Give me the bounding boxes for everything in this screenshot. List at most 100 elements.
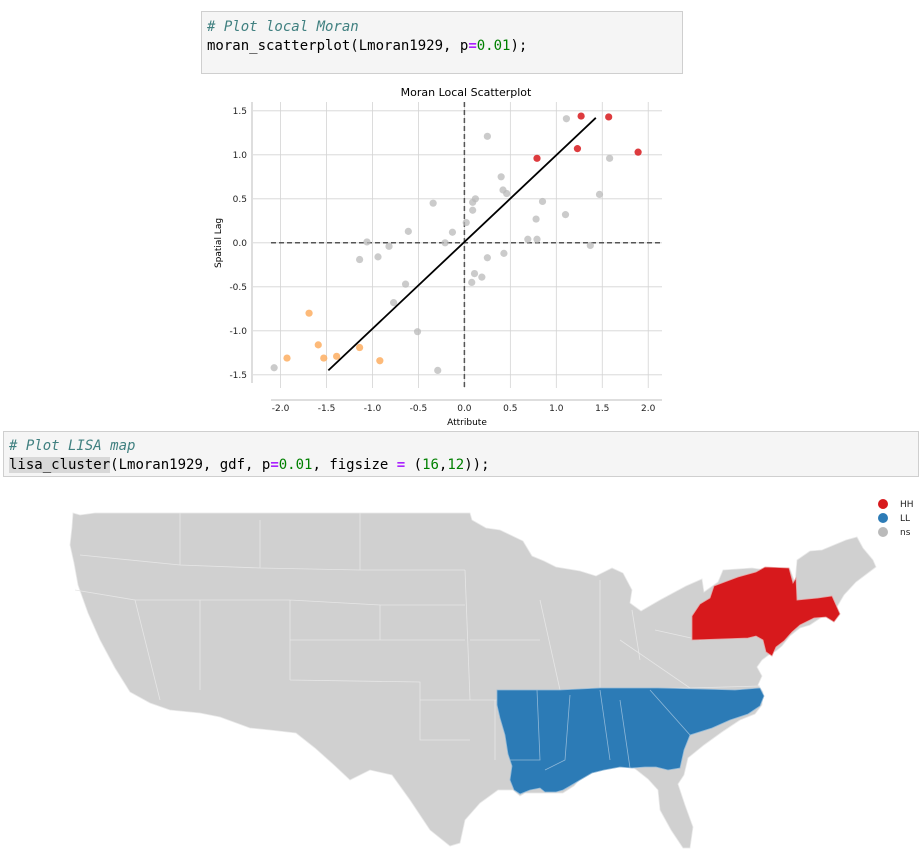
map-land — [69, 512, 877, 849]
code-args: ( — [405, 457, 423, 473]
scatter-point-ns — [586, 241, 594, 250]
scatter-point-ns — [470, 270, 479, 278]
code-text-lisa[interactable]: # Plot LISA map lisa_cluster(Lmoran1929,… — [9, 437, 490, 475]
x-tick-label: -2.0 — [272, 404, 290, 414]
map-ll-borders — [510, 689, 691, 771]
scatter-point-ns — [483, 254, 491, 262]
x-tick-label: -1.0 — [364, 404, 382, 414]
scatter-point-ns — [462, 218, 470, 227]
code-operator: = — [270, 457, 279, 473]
legend-label-ns: ns — [900, 528, 911, 538]
scatter-point-ns — [374, 253, 382, 261]
x-tick-label: 1.0 — [549, 404, 564, 414]
x-tick-label: 1.5 — [595, 404, 609, 414]
scatter-point-ns — [404, 227, 412, 235]
code-number: 16 — [422, 457, 439, 473]
scatter-point-ns — [363, 238, 371, 246]
legend-marker-ll — [878, 513, 888, 523]
code-close: )); — [464, 457, 490, 473]
scatter-point-hl — [283, 354, 291, 362]
x-tick-label: -0.5 — [410, 404, 428, 414]
scatter-point-hh — [533, 154, 541, 162]
code-cell-lisa[interactable]: # Plot LISA map lisa_cluster(Lmoran1929,… — [3, 431, 919, 477]
scatter-point-ns — [483, 132, 491, 140]
regression-line — [327, 117, 597, 372]
y-tick-label: 1.5 — [233, 107, 247, 117]
map-hh-region — [691, 566, 841, 657]
scatter-point-ns — [562, 115, 571, 123]
y-tick-label: 0.5 — [233, 195, 247, 205]
code-number: 0.01 — [278, 457, 313, 473]
scatter-point-ns — [270, 364, 278, 372]
scatter-point-ns — [448, 228, 457, 236]
scatter-point-ns — [356, 255, 364, 264]
scatter-point-hh — [605, 113, 613, 121]
x-tick-label: 2.0 — [641, 404, 656, 414]
scatter-point-hl — [376, 357, 384, 365]
code-comment: # Plot LISA map — [9, 438, 136, 454]
legend-marker-ns — [878, 527, 888, 537]
scatter-point-ns — [413, 328, 422, 336]
scatter-point-ns — [390, 299, 398, 307]
x-tick-label: 0.0 — [457, 404, 472, 414]
scatter-point-hl — [314, 341, 322, 349]
scatter-point-ns — [434, 366, 442, 374]
scatter-point-hh — [573, 145, 582, 153]
scatter-point-ns — [595, 190, 604, 198]
y-tick-label: 0.0 — [233, 239, 248, 249]
chart-title: Moran Local Scatterplot — [401, 86, 532, 99]
scatter-point-hl — [356, 343, 364, 352]
x-tick-label: -1.5 — [318, 404, 336, 414]
code-args: , — [438, 457, 448, 473]
scatter-point-ns — [497, 173, 505, 181]
code-operator: = — [396, 457, 406, 473]
code-cell-moran[interactable]: # Plot local Moran moran_scatterplot(Lmo… — [201, 11, 683, 74]
code-args: (Lmoran1929, gdf, p — [110, 457, 271, 473]
x-tick-label: 0.5 — [503, 404, 517, 414]
scatter-point-ns — [385, 242, 393, 250]
y-axis-label: Spatial Lag — [214, 218, 224, 268]
legend-label-ll: LL — [900, 514, 910, 524]
map-ll-region — [496, 687, 765, 795]
scatter-point-ns — [524, 235, 532, 243]
code-number: 0.01 — [476, 38, 511, 54]
x-axis-label: Attribute — [447, 418, 487, 428]
y-tick-label: -1.0 — [229, 327, 247, 337]
scatter-point-ns — [478, 273, 486, 281]
code-operator: = — [468, 38, 477, 54]
code-args: ( — [350, 38, 359, 54]
code-text-moran[interactable]: # Plot local Moran moran_scatterplot(Lmo… — [207, 18, 527, 56]
code-args: Lmoran1929, p — [358, 38, 469, 54]
y-tick-label: 1.0 — [233, 151, 248, 161]
scatter-point-ns — [538, 197, 547, 206]
scatter-point-ns — [441, 239, 449, 247]
scatter-point-hl — [320, 354, 328, 362]
map-state-borders — [74, 513, 761, 760]
scatter-point-ns — [401, 280, 410, 288]
scatter-point-ns — [533, 235, 541, 243]
scatter-point-hh — [577, 112, 585, 120]
scatter-point-ns — [503, 189, 511, 198]
lisa-cluster-map: HH LL ns — [69, 499, 914, 849]
y-tick-label: -0.5 — [229, 283, 247, 293]
code-comment: # Plot local Moran — [207, 19, 359, 35]
code-close: ); — [510, 38, 528, 54]
legend-label-hh: HH — [900, 500, 914, 510]
scatter-point-hl — [333, 352, 341, 360]
y-tick-label: -1.5 — [229, 371, 247, 381]
map-legend: HH LL ns — [878, 499, 914, 538]
scatter-point-ns — [532, 215, 540, 223]
scatter-point-ns — [561, 211, 570, 219]
scatter-point-ns — [606, 154, 614, 162]
code-function: moran_scatterplot — [207, 38, 351, 54]
code-args: , figsize — [312, 457, 397, 473]
scatter-point-ns — [429, 199, 437, 207]
scatter-point-ns — [469, 206, 477, 214]
scatter-point-hl — [305, 309, 313, 317]
scatter-point-ns — [469, 198, 477, 206]
code-number: 12 — [447, 457, 465, 473]
code-function-highlighted: lisa_cluster — [9, 457, 111, 473]
legend-marker-hh — [878, 499, 888, 509]
scatter-point-ns — [500, 249, 508, 257]
